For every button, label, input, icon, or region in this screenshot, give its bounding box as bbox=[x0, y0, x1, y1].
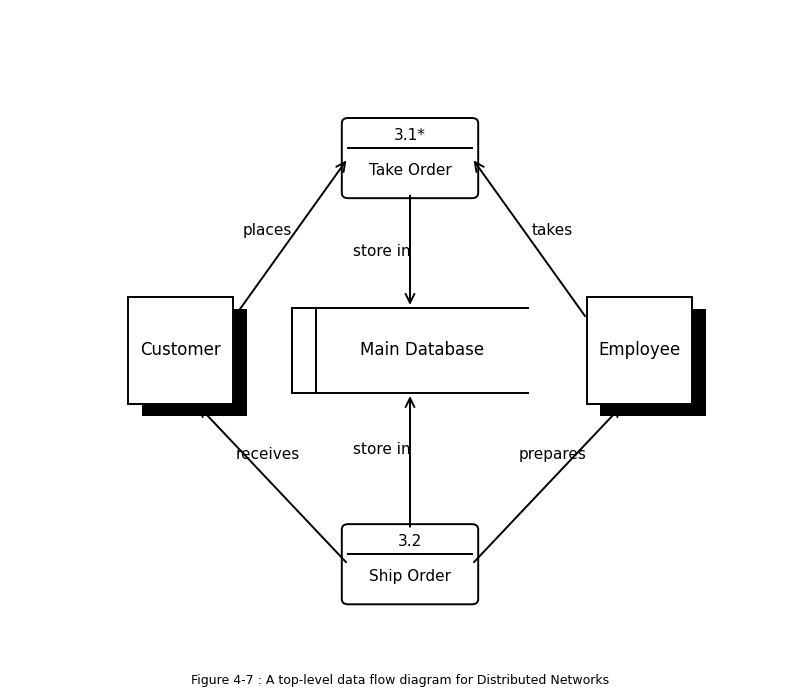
Text: 3.1*: 3.1* bbox=[394, 128, 426, 143]
Text: Ship Order: Ship Order bbox=[369, 569, 451, 584]
FancyBboxPatch shape bbox=[342, 524, 478, 604]
FancyBboxPatch shape bbox=[342, 118, 478, 198]
Text: prepares: prepares bbox=[518, 447, 586, 462]
Text: takes: takes bbox=[532, 223, 574, 238]
Text: Customer: Customer bbox=[140, 341, 221, 359]
Bar bbox=[600, 309, 706, 416]
Bar bbox=[128, 297, 234, 404]
Text: Figure 4-7 : A top-level data flow diagram for Distributed Networks: Figure 4-7 : A top-level data flow diagr… bbox=[191, 674, 609, 687]
Text: store in: store in bbox=[354, 442, 411, 457]
Text: 3.2: 3.2 bbox=[398, 534, 422, 549]
Text: store in: store in bbox=[354, 244, 411, 259]
Bar bbox=[142, 309, 247, 416]
Text: places: places bbox=[242, 223, 292, 238]
Bar bbox=[586, 297, 692, 404]
Text: Take Order: Take Order bbox=[369, 163, 451, 178]
Text: receives: receives bbox=[235, 447, 299, 462]
Text: Employee: Employee bbox=[598, 341, 681, 359]
Text: Main Database: Main Database bbox=[360, 341, 484, 359]
